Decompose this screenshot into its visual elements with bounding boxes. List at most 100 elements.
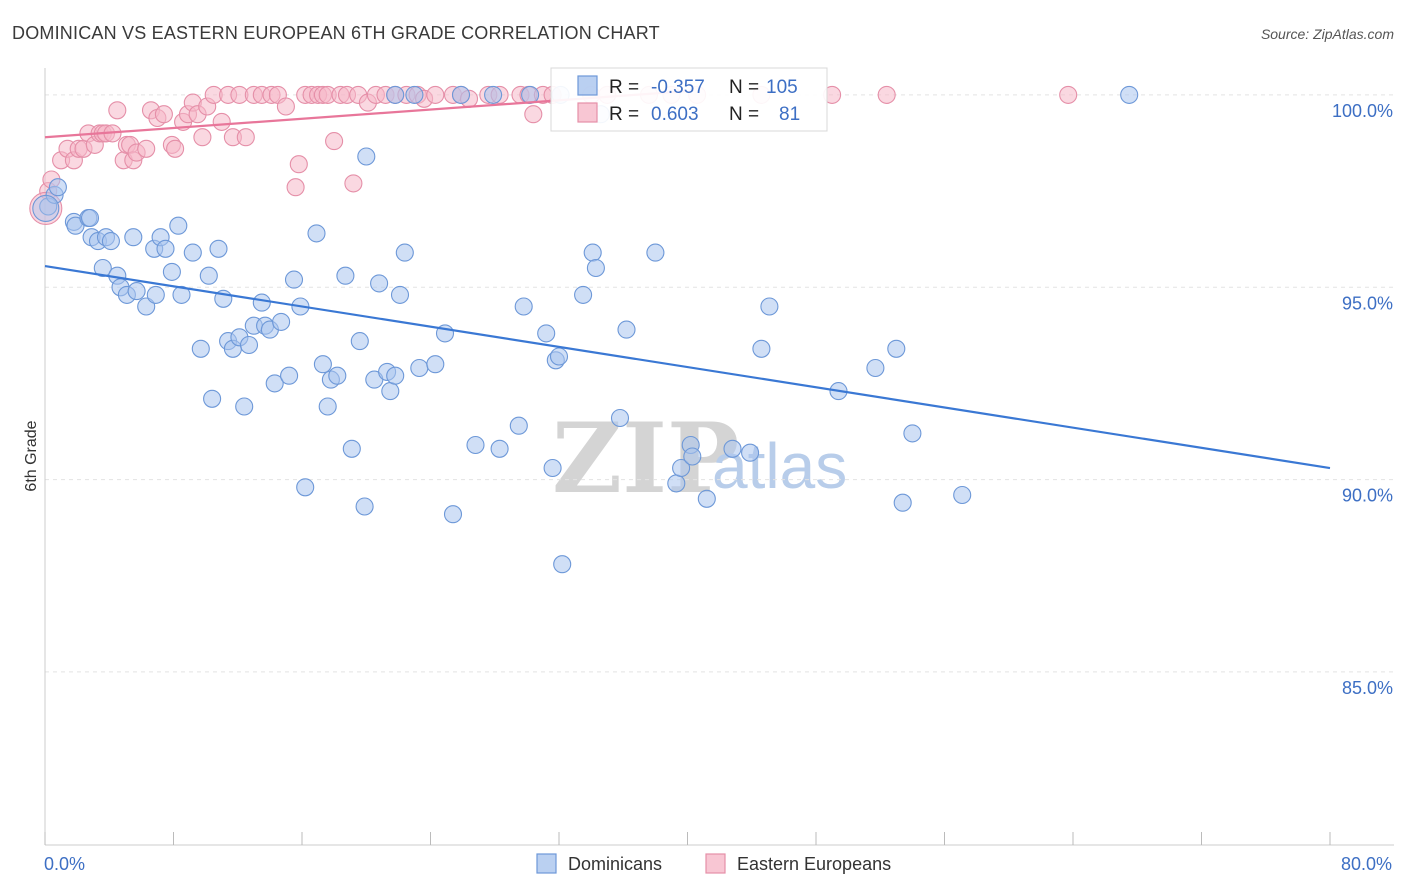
dominican-point: [646, 243, 665, 262]
y-tick-labels: 100.0% 95.0% 90.0% 85.0%: [1332, 101, 1393, 698]
dominican-point: [318, 397, 337, 416]
stats-n-label-eastern-europeans: N =: [729, 104, 759, 125]
stats-box: R = -0.357 N = 105 R = 0.603 N = 81: [550, 67, 828, 132]
dominican-point: [252, 293, 271, 312]
dominican-point: [235, 397, 254, 416]
dominican-point: [127, 282, 146, 301]
dominican-point: [386, 85, 405, 104]
dominican-point: [543, 458, 562, 478]
eastern-european-point: [289, 155, 308, 174]
eastern-european-point: [344, 174, 363, 193]
dominican-point: [893, 493, 912, 512]
dominican-point: [191, 339, 210, 358]
y-tick-label: 90.0%: [1342, 486, 1393, 506]
legend: Dominicans Eastern Europeans: [536, 853, 891, 874]
dominican-point: [484, 85, 503, 104]
stats-n-value-dominicans: 105: [766, 77, 798, 98]
dominican-point: [137, 297, 156, 316]
stats-r-value-eastern-europeans: 0.603: [651, 104, 699, 125]
dominican-point: [156, 239, 175, 258]
dominican-point: [953, 485, 972, 505]
y-axis-label: 6th Grade: [23, 420, 40, 491]
dominican-point: [617, 320, 636, 339]
dominican-point: [101, 232, 120, 251]
dominican-point: [32, 194, 60, 222]
dominican-point: [760, 297, 779, 316]
eastern-european-point: [166, 139, 185, 158]
y-tick-label: 95.0%: [1342, 293, 1393, 313]
dominican-point: [284, 270, 304, 289]
dominicans-trend-line: [44, 265, 1331, 470]
y-tick-label: 85.0%: [1342, 678, 1393, 698]
dominican-point: [583, 243, 602, 262]
dominican-point: [903, 424, 922, 443]
dominican-point: [209, 239, 228, 258]
dominican-point: [146, 285, 165, 304]
stats-swatch-eastern-europeans: [577, 102, 598, 123]
dominican-point: [342, 439, 361, 458]
dominican-point: [48, 178, 67, 197]
dominican-point: [723, 439, 742, 458]
dominican-point: [162, 262, 181, 281]
stats-r-value-dominicans: -0.357: [651, 77, 705, 98]
dominican-point: [586, 258, 605, 278]
eastern-european-point: [236, 128, 255, 147]
eastern-european-point: [325, 132, 344, 151]
eastern-european-point: [137, 139, 156, 158]
y-tick-label: 100.0%: [1332, 101, 1393, 121]
dominican-point: [672, 458, 691, 478]
dominican-point: [280, 366, 299, 385]
x-axis-ticks: [44, 832, 1331, 845]
chart-source: Source: ZipAtlas.com: [1261, 26, 1394, 42]
dominican-point: [574, 285, 593, 304]
dominican-point: [199, 266, 218, 285]
dominican-point: [443, 505, 463, 524]
chart-title: DOMINICAN VS EASTERN EUROPEAN 6TH GRADE …: [12, 23, 660, 43]
eastern-european-point: [1059, 85, 1078, 104]
dominican-point: [866, 358, 885, 378]
eastern-european-point: [877, 85, 896, 104]
dominican-point: [466, 435, 485, 455]
stats-r-label-eastern-europeans: R =: [609, 104, 639, 125]
dominican-point: [683, 447, 702, 466]
eastern-european-point: [108, 101, 127, 120]
gridlines: [45, 94, 1394, 673]
series-dominicans-points: [32, 85, 1139, 574]
dominican-point: [549, 347, 569, 366]
dominican-point: [328, 366, 347, 385]
legend-swatch-dominicans: [536, 853, 557, 874]
dominican-point: [350, 332, 369, 351]
eastern-european-point: [154, 105, 173, 124]
eastern-european-point: [286, 178, 305, 197]
x-tick-label-min: 0.0%: [44, 854, 85, 874]
dominican-point: [336, 266, 355, 285]
dominican-point: [183, 243, 202, 262]
stats-swatch-dominicans: [577, 75, 598, 96]
dominican-point: [1120, 85, 1139, 104]
dominican-point: [490, 439, 509, 458]
dominican-point: [509, 416, 528, 435]
dominican-point: [752, 339, 771, 358]
eastern-european-point: [212, 112, 231, 131]
dominican-point: [741, 443, 760, 462]
dominican-point: [386, 366, 405, 385]
stats-n-value-eastern-europeans: 81: [779, 104, 800, 125]
eastern-european-point: [426, 85, 445, 104]
dominican-point: [553, 555, 572, 574]
dominican-point: [172, 285, 191, 304]
dominican-point: [370, 274, 389, 293]
dominican-point: [265, 374, 284, 393]
dominican-point: [410, 358, 429, 378]
eastern-european-point: [276, 97, 295, 116]
dominican-point: [887, 339, 906, 358]
dominican-point: [537, 324, 556, 343]
dominican-point: [667, 474, 686, 493]
dominican-point: [381, 382, 400, 401]
dominican-point: [390, 285, 410, 304]
dominican-point: [395, 243, 414, 262]
dominican-point: [272, 312, 291, 331]
dominican-point: [307, 224, 326, 243]
dominican-point: [610, 408, 630, 428]
dominican-point: [451, 85, 471, 104]
